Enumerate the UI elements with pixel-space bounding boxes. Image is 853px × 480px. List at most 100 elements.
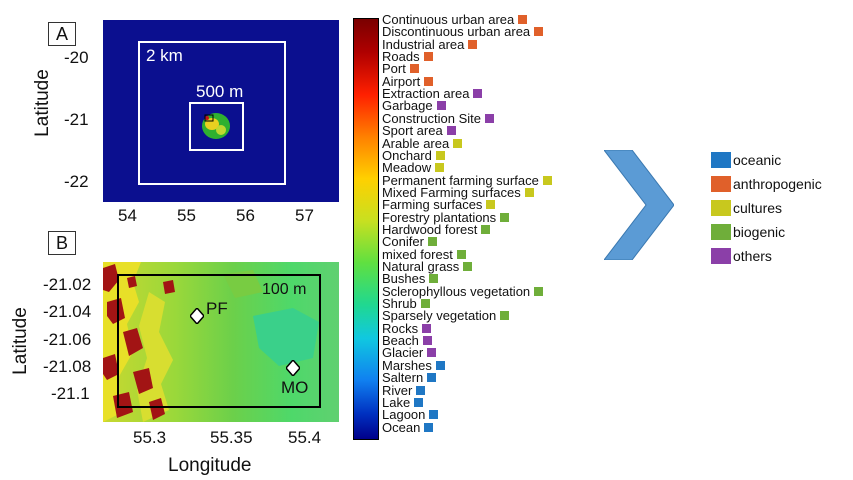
- legend-item-label: Saltern: [382, 370, 424, 386]
- legend-item-swatch: [500, 311, 510, 321]
- panel-a-xtick-1: 55: [177, 206, 196, 225]
- legend-item-swatch: [416, 385, 426, 395]
- legend-item-swatch: [500, 212, 510, 222]
- legend-item: Extraction area: [382, 86, 483, 102]
- legend-item-swatch: [534, 27, 544, 37]
- legend-item-label: Roads: [382, 49, 420, 65]
- legend-item-swatch: [453, 138, 463, 148]
- legend-item: Discontinuous urban area: [382, 25, 544, 38]
- legend-item-label: Hardwood forest: [382, 221, 478, 237]
- legend-item-label: Shrub: [382, 296, 417, 312]
- arrow-chevron-icon: [604, 150, 674, 260]
- legend-item-label: Construction Site: [382, 110, 481, 126]
- legend-item-label: Mixed Farming surfaces: [382, 184, 521, 200]
- legend-item-label: Farming surfaces: [382, 197, 483, 213]
- category-label: others: [733, 248, 772, 264]
- legend-item: Onchard: [382, 149, 445, 162]
- panel-b-map: [103, 262, 339, 422]
- legend-item: Saltern: [382, 370, 437, 386]
- category-item: biogenic: [711, 224, 785, 240]
- legend-item-label: Arable area: [382, 135, 450, 151]
- legend-item: Industrial area: [382, 38, 478, 51]
- legend-item: Mixed Farming surfaces: [382, 186, 534, 199]
- panel-b-tag: B: [48, 231, 76, 255]
- panel-b-ytick-4: -21.1: [51, 384, 90, 403]
- panel-b-xtick-2: 55.4: [288, 428, 322, 447]
- legend-item: Rocks: [382, 320, 432, 336]
- legend-item-swatch: [435, 163, 445, 173]
- legend-item: Sport area: [382, 124, 456, 137]
- legend-item-swatch: [436, 101, 446, 111]
- legend-item-swatch: [427, 373, 437, 383]
- colorbar: [353, 18, 379, 440]
- legend-item-swatch: [414, 397, 424, 407]
- category-swatch: [711, 224, 731, 240]
- legend-item-swatch: [518, 15, 528, 24]
- legend-item: mixed forest: [382, 248, 466, 261]
- station-mo-marker: [286, 360, 300, 376]
- category-label: cultures: [733, 200, 783, 216]
- legend-item-label: Garbage: [382, 98, 433, 114]
- legend-item: Beach: [382, 334, 432, 347]
- panel-b-ytick-1: -21.04: [43, 302, 92, 321]
- legend-item-label: Airport: [382, 73, 421, 89]
- legend-item: Construction Site: [382, 112, 494, 125]
- legend-item-label: Permanent farming surface: [382, 172, 539, 188]
- legend-item: Sparsely vegetation: [382, 309, 510, 322]
- category-swatch: [711, 200, 731, 216]
- panel-b-xtick-1: 55.35: [210, 428, 253, 447]
- category-label: biogenic: [733, 224, 786, 240]
- legend-item-swatch: [422, 323, 432, 333]
- panel-a-ylabel: Latitude: [32, 69, 53, 137]
- legend-item: Bushes: [382, 272, 439, 285]
- legend-item: River: [382, 382, 426, 398]
- station-mo-label: MO: [281, 378, 309, 397]
- legend-item-swatch: [534, 286, 544, 296]
- legend-item: Garbage: [382, 99, 446, 112]
- legend-item-swatch: [524, 187, 534, 197]
- panel-b-xtick-0: 55.3: [133, 428, 167, 447]
- legend-item-swatch: [473, 89, 483, 99]
- legend-item: Hardwood forest: [382, 221, 491, 237]
- panel-b-box-label: 100 m: [262, 281, 307, 298]
- legend-item-label: Extraction area: [382, 86, 470, 102]
- legend-item-label: Glacier: [382, 345, 424, 361]
- legend-item-label: Ocean: [382, 419, 421, 435]
- category-label: oceanic: [733, 152, 782, 168]
- legend-item-swatch: [463, 262, 473, 271]
- legend-item-swatch: [485, 113, 494, 123]
- station-pf-label: PF: [206, 299, 228, 318]
- legend-item: Conifer: [382, 235, 437, 248]
- legend-item: Sclerophyllous vegetation: [382, 283, 544, 299]
- panel-a-xtick-3: 57: [295, 206, 314, 225]
- legend-item-label: Meadow: [382, 160, 432, 176]
- legend-item: Marshes: [382, 359, 445, 372]
- legend-item-label: Lagoon: [382, 407, 426, 423]
- legend-item-label: Sclerophyllous vegetation: [382, 283, 531, 299]
- legend-item-swatch: [435, 360, 445, 370]
- category-item: anthropogenic: [711, 176, 822, 192]
- category-item: cultures: [711, 200, 782, 216]
- panel-a-tag: A: [48, 22, 76, 46]
- legend-item-swatch: [486, 200, 496, 210]
- category-swatch: [711, 152, 731, 168]
- legend-item-swatch: [422, 336, 432, 346]
- legend-item-label: Onchard: [382, 147, 432, 163]
- legend-item-label: Rocks: [382, 320, 419, 336]
- legend-item: Roads: [382, 50, 433, 63]
- legend-item: Farming surfaces: [382, 197, 496, 213]
- legend-item-swatch: [481, 224, 491, 234]
- legend-item-label: Lake: [382, 394, 411, 410]
- panel-b-ytick-2: -21.06: [43, 330, 92, 349]
- legend-item: Arable area: [382, 135, 463, 151]
- legend-item: Lake: [382, 394, 424, 410]
- legend-item: Glacier: [382, 345, 437, 361]
- panel-b-ytick-3: -21.08: [43, 357, 92, 376]
- panel-a-xtick-2: 56: [236, 206, 255, 225]
- category-swatch: [711, 248, 731, 264]
- legend-item-swatch: [429, 274, 439, 284]
- legend-item-label: River: [382, 382, 413, 398]
- legend-item-swatch: [446, 126, 456, 136]
- category-item: oceanic: [711, 152, 781, 168]
- legend-item-swatch: [424, 422, 434, 432]
